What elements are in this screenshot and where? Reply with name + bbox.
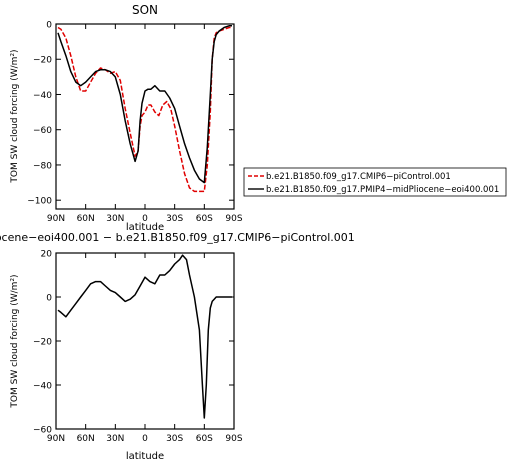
top-x-tick-label: 60S: [196, 214, 213, 224]
bottom-ylabel: TOM SW cloud forcing (W/m²): [10, 274, 20, 408]
top-series-line-1: [57, 25, 232, 184]
bottom-x-tick-label: 0: [142, 434, 148, 444]
legend-label-picontrol: b.e21.B1850.f09_g17.CMIP6−piControl.001: [266, 172, 451, 182]
bottom-y-tick-label: 20: [41, 250, 53, 260]
top-y-tick-label: 0: [46, 21, 52, 31]
bottom-y-tick-label: −20: [33, 338, 52, 348]
legend: b.e21.B1850.f09_g17.CMIP6−piControl.001 …: [243, 167, 507, 197]
legend-box: [243, 167, 507, 197]
top-x-tick-label: 90N: [47, 214, 65, 224]
bottom-x-tick-label: 60N: [77, 434, 95, 444]
top-y-tick-label: −100: [27, 197, 52, 207]
top-y-tick-label: −80: [33, 161, 52, 171]
top-y-tick-label: −60: [33, 126, 52, 136]
top-ticks: 90N 60N 30N 0 30S 60S 90S 0 −20 −40 −60 −80 −100: [27, 21, 243, 225]
top-y-tick-label: −20: [33, 56, 52, 66]
top-plot-frame: [55, 23, 235, 210]
bottom-title: IP4−midPliocene−eoi400.001 − b.e21.B1850…: [0, 231, 355, 244]
bottom-series-group: [57, 254, 232, 419]
bottom-x-tick-label: 30N: [106, 434, 124, 444]
top-panel: SON 90N 60N 30N 0 30S 60S 90S 0 −20 −40 −60 −80 −100…: [10, 3, 243, 233]
top-x-tick-label: 30S: [166, 214, 183, 224]
top-x-tick-label: 60N: [77, 214, 95, 224]
bottom-x-tick-label: 60S: [196, 434, 213, 444]
bottom-x-tick-label: 90N: [47, 434, 65, 444]
bottom-panel: IP4−midPliocene−eoi400.001 − b.e21.B1850…: [0, 231, 355, 462]
bottom-xlabel: latitude: [126, 451, 164, 462]
legend-label-midpliocene: b.e21.B1850.f09_g17.PMIP4−midPliocene−eo…: [266, 185, 499, 195]
bottom-x-tick-label: 30S: [166, 434, 183, 444]
bottom-x-tick-label: 90S: [225, 434, 242, 444]
top-x-tick-label: 90S: [225, 214, 242, 224]
top-ylabel: TOM SW cloud forcing (W/m²): [10, 49, 20, 183]
top-x-tick-label: 30N: [106, 214, 124, 224]
top-x-tick-label: 0: [142, 214, 148, 224]
top-xlabel: latitude: [126, 222, 164, 233]
bottom-ticks: 90N 60N 30N 0 30S 60S 90S 20 0 −20 −40 −60: [33, 250, 243, 445]
bottom-y-tick-label: −60: [33, 426, 52, 436]
bottom-y-tick-label: −40: [33, 382, 52, 392]
top-y-tick-label: −40: [33, 91, 52, 101]
top-title: SON: [132, 3, 158, 17]
top-series-line-0: [57, 26, 232, 193]
bottom-y-tick-label: 0: [46, 294, 52, 304]
bottom-series-line-0: [57, 254, 232, 419]
top-series-group: [57, 25, 232, 193]
